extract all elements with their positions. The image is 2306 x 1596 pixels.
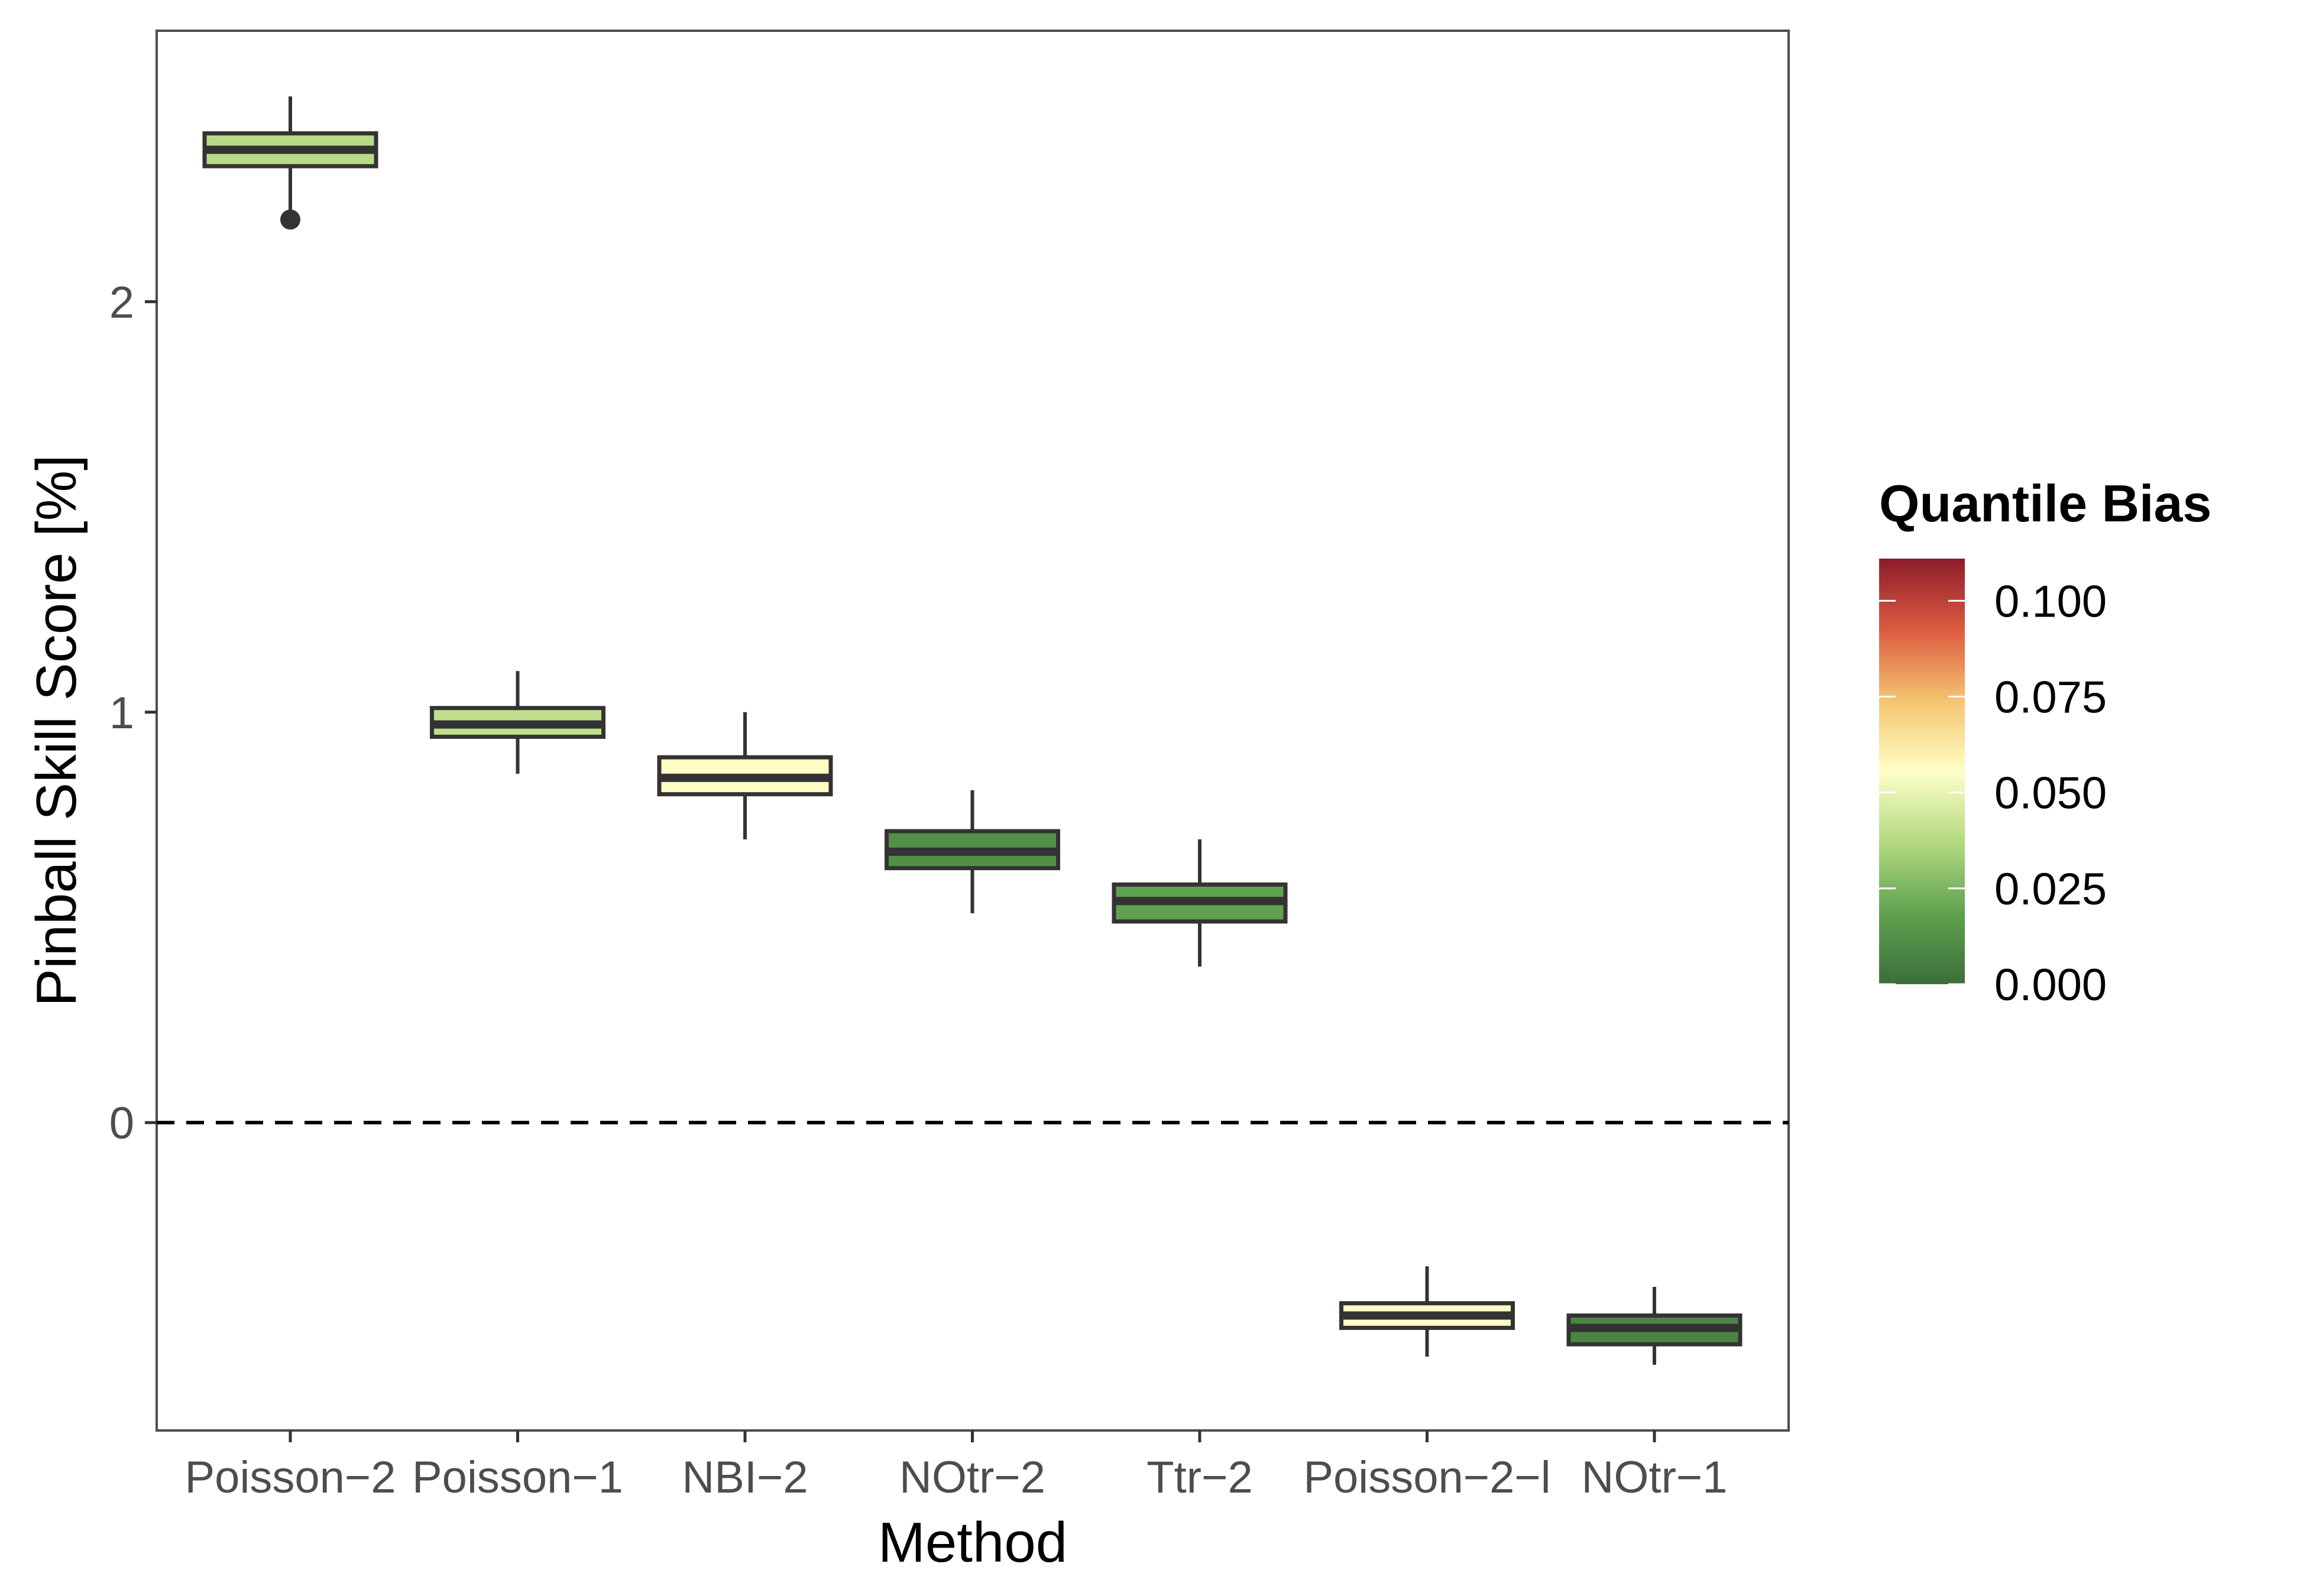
legend-tick-label: 0.000 xyxy=(1994,960,2107,1010)
x-tick-label: NBI−2 xyxy=(682,1452,808,1503)
legend-colorbar xyxy=(1879,559,1965,984)
box-2 xyxy=(657,712,833,840)
x-tick-label: Ttr−2 xyxy=(1146,1452,1253,1503)
x-tick-label: NOtr−1 xyxy=(1581,1452,1727,1503)
x-axis: Poisson−2 Poisson−1 NBI−2 NOtr−2 Ttr−2 Poisso… xyxy=(184,1430,1728,1503)
legend-tick-label: 0.075 xyxy=(1994,673,2107,723)
y-axis-title: Pinball Skill Score [%] xyxy=(25,455,88,1007)
box-1 xyxy=(430,671,605,774)
box-4 xyxy=(1112,839,1288,967)
x-tick-label: Poisson−2−l xyxy=(1303,1452,1550,1503)
y-axis: 0 1 2 xyxy=(109,277,157,1149)
chart-marks xyxy=(157,96,1789,1365)
y-tick-label: 1 xyxy=(109,688,134,738)
y-tick-label: 2 xyxy=(109,277,134,327)
legend-title: Quantile Bias xyxy=(1879,474,2211,533)
y-tick-label: 0 xyxy=(109,1098,134,1149)
box-0 xyxy=(202,96,378,230)
box-5 xyxy=(1339,1266,1515,1357)
x-tick-label: Poisson−2 xyxy=(184,1452,396,1503)
legend-tick-label: 0.100 xyxy=(1994,576,2107,627)
plot-panel xyxy=(156,30,1790,1432)
outlier-point xyxy=(280,209,300,230)
x-tick-label: Poisson−1 xyxy=(412,1452,623,1503)
legend-tick-label: 0.025 xyxy=(1994,864,2107,914)
x-tick-label: NOtr−2 xyxy=(899,1452,1045,1503)
legend-tick-label: 0.050 xyxy=(1994,768,2107,819)
legend: Quantile Bias 0.000 0.025 0.050 0.075 0.100 xyxy=(1879,474,2211,1010)
legend-ticks: 0.000 0.025 0.050 0.075 0.100 xyxy=(1879,576,2107,1010)
box-3 xyxy=(885,790,1060,914)
box-6 xyxy=(1566,1286,1743,1365)
x-axis-title: Method xyxy=(878,1511,1067,1574)
